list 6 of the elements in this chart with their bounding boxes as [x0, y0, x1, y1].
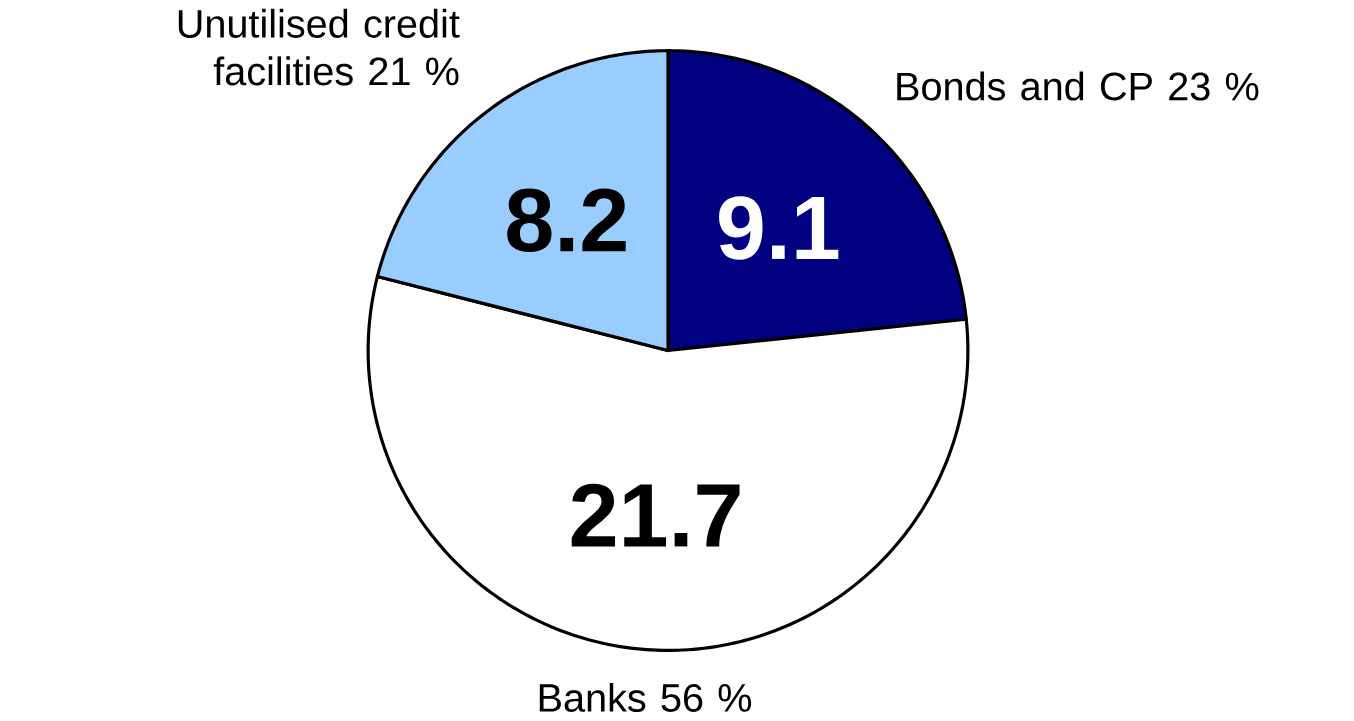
data-label: 9.1: [719, 196, 839, 260]
data-label: 8.2: [507, 188, 626, 253]
data-label: 21.7: [571, 483, 740, 547]
slice-label: Banks 56 %: [539, 682, 752, 713]
slice-label: Bonds and CP 23 %: [897, 71, 1259, 101]
slice-label: Unutilised credit facilities 21 %: [178, 8, 460, 86]
